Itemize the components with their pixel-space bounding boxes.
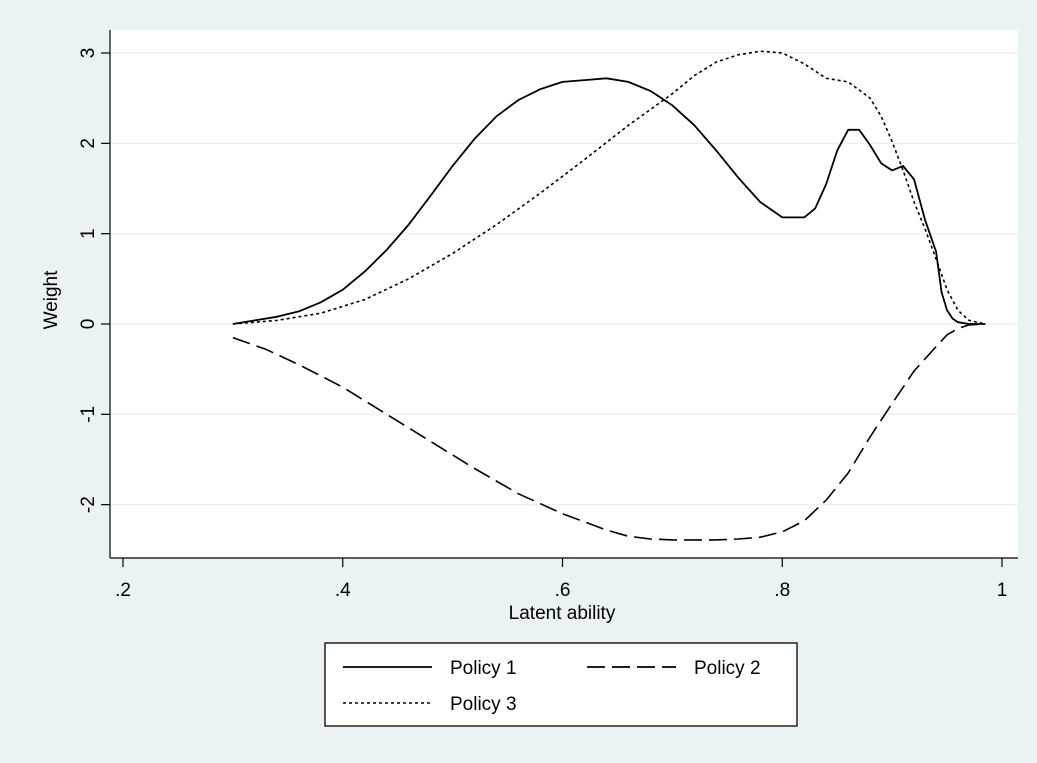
series-line-policy-1: [232, 77, 986, 325]
x-tick-label: .6: [555, 580, 571, 601]
legend-label-policy-3: Policy 3: [450, 694, 517, 715]
legend: Policy 1 Policy 2 Policy 3: [324, 642, 798, 727]
x-tick-label: .8: [774, 580, 790, 601]
legend-label-policy-2: Policy 2: [694, 658, 761, 679]
y-tick-label: 0: [78, 319, 99, 330]
x-tick-label: 1: [997, 580, 1008, 601]
y-tick-label: 1: [78, 228, 99, 239]
axes: [109, 30, 1018, 559]
x-tick-label: .4: [335, 580, 351, 601]
y-axis-label: Weight: [41, 270, 62, 330]
grid-lines: [110, 52, 1018, 506]
plot-area: [110, 30, 1018, 558]
y-tick-label: 3: [78, 48, 99, 59]
legend-box: [324, 642, 798, 727]
y-tick-label: 2: [78, 138, 99, 149]
series-lines: [232, 50, 986, 541]
y-tick-label: -1: [78, 406, 99, 423]
x-tick-label: .2: [115, 580, 131, 601]
x-axis-label: Latent ability: [509, 603, 616, 624]
ticks: -2 -1 0 1 2 3 .2 .4 .6 .8 1: [78, 48, 1007, 601]
y-tick-label: -2: [78, 496, 99, 513]
legend-label-policy-1: Policy 1: [450, 658, 517, 679]
series-line-policy-2: [232, 323, 986, 541]
